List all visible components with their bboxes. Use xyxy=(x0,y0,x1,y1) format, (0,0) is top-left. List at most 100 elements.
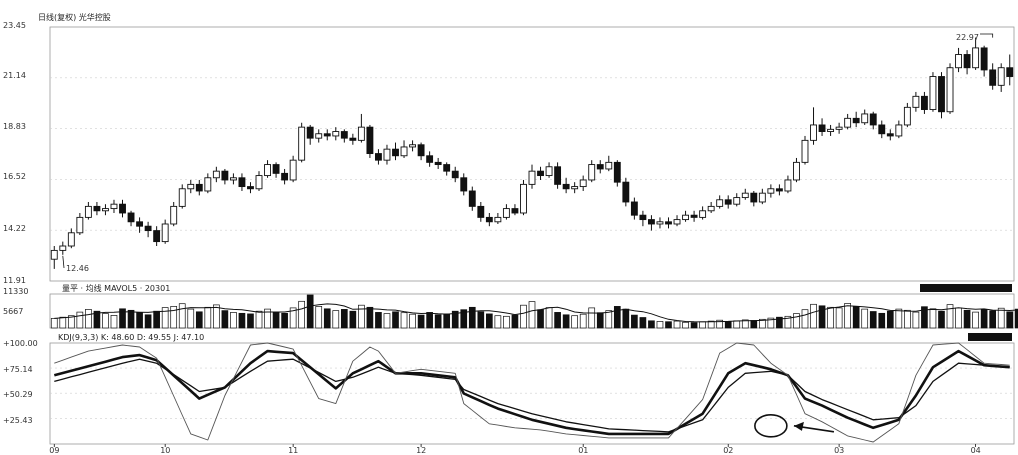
x-tick: 11 xyxy=(288,446,298,455)
volume-bar-up xyxy=(912,311,920,329)
candle-down xyxy=(989,69,997,86)
volume-bar-up xyxy=(545,307,553,329)
price-panel-title: 日线(复权) 光华控股 xyxy=(38,12,111,22)
volume-bar-down xyxy=(93,310,101,329)
volume-bar-up xyxy=(699,321,706,329)
volume-bar-up xyxy=(264,308,271,329)
volume-bar-up xyxy=(170,306,178,329)
volume-bar-up xyxy=(289,307,297,329)
volume-bar-down xyxy=(511,314,519,329)
volume-bar-up xyxy=(707,320,715,329)
volume-bar-down xyxy=(554,312,561,329)
volume-bar-up xyxy=(716,319,724,329)
volume-bar-up xyxy=(955,307,962,329)
x-tick: 04 xyxy=(971,446,981,455)
candle-down xyxy=(537,170,544,177)
volume-bar-down xyxy=(460,309,468,329)
volume-bar-up xyxy=(161,307,169,329)
volume-bar-up xyxy=(383,313,391,329)
volume-bar-up xyxy=(673,320,681,329)
volume-bar-up xyxy=(298,300,305,329)
volume-bar-up xyxy=(682,321,689,329)
candle-up xyxy=(298,126,306,161)
volume-bar-up xyxy=(759,318,766,329)
volume-bar-up xyxy=(579,313,587,329)
volume-bar-up xyxy=(997,307,1005,329)
candle-down xyxy=(375,153,382,161)
candle-up xyxy=(409,144,417,148)
price-candles xyxy=(50,33,1014,269)
candle-up xyxy=(767,188,775,194)
volume-bar-up xyxy=(358,304,365,329)
volume-bar-down xyxy=(776,316,783,329)
kdj-y-tick: +100.00 xyxy=(3,339,38,348)
volume-bar-down xyxy=(622,308,630,329)
candle-down xyxy=(1006,67,1014,77)
candle-up xyxy=(895,124,903,137)
candle-down xyxy=(426,155,434,163)
volume-bar-down xyxy=(323,308,331,329)
volume-bar-up xyxy=(827,306,834,329)
volume-bar-up xyxy=(801,309,809,329)
price-y-tick: 14.22 xyxy=(3,224,26,233)
candle-down xyxy=(93,205,101,212)
volume-panel-title: 量平 · 均线 MAVOL5 · 20301 xyxy=(62,283,170,293)
volume-bar-up xyxy=(178,303,186,329)
candle-down xyxy=(485,216,493,223)
candle-up xyxy=(255,175,263,190)
candle-down xyxy=(153,230,161,243)
volume-bar-up xyxy=(793,313,800,329)
volume-bar-down xyxy=(665,321,672,329)
candle-up xyxy=(264,164,271,177)
volume-bar-up xyxy=(494,315,502,329)
kdj-y-tick: +50.29 xyxy=(3,390,33,399)
volume-bar-down xyxy=(921,306,928,329)
candle-down xyxy=(938,76,945,113)
candle-up xyxy=(102,208,109,212)
kdj-panel-tag xyxy=(968,333,1012,341)
volume-bar-up xyxy=(85,309,92,329)
volume-bar-up xyxy=(59,316,67,329)
kdj-lines xyxy=(49,342,1015,445)
x-tick: 09 xyxy=(49,446,59,455)
candle-down xyxy=(247,186,254,190)
volume-bar-down xyxy=(392,311,399,329)
price-y-tick: 18.83 xyxy=(3,122,26,131)
volume-bar-down xyxy=(451,310,459,329)
candle-down xyxy=(221,170,229,181)
candle-up xyxy=(929,76,937,110)
candle-down xyxy=(127,212,135,223)
candle-up xyxy=(502,208,510,218)
candle-up xyxy=(161,223,169,243)
candle-up xyxy=(997,67,1005,86)
x-tick: 01 xyxy=(578,446,588,455)
kdj-y-tick: +75.14 xyxy=(3,365,33,374)
candle-up xyxy=(682,214,689,221)
candle-up xyxy=(204,177,212,192)
volume-bar-down xyxy=(119,308,126,329)
candle-up xyxy=(50,249,58,260)
volume-bar-up xyxy=(656,321,664,329)
volume-bar-down xyxy=(537,309,544,329)
candle-down xyxy=(366,126,374,155)
volume-bar-down xyxy=(477,311,485,329)
volume-bar-up xyxy=(400,312,408,329)
candle-up xyxy=(673,219,681,225)
candle-down xyxy=(920,95,928,110)
candle-up xyxy=(545,166,553,177)
volume-bar-up xyxy=(733,320,741,329)
candle-up xyxy=(733,197,741,205)
kdj-line-j xyxy=(54,342,1010,443)
candle-down xyxy=(136,221,144,227)
candle-down xyxy=(323,133,331,137)
candle-down xyxy=(511,208,519,214)
volume-bar-down xyxy=(1006,311,1014,329)
candle-down xyxy=(750,192,758,203)
candle-up xyxy=(332,131,340,137)
volume-panel-tag xyxy=(920,284,1012,292)
candle-up xyxy=(801,139,809,163)
candle-up xyxy=(579,179,587,188)
candle-down xyxy=(818,124,826,132)
volume-bar-up xyxy=(230,312,237,329)
